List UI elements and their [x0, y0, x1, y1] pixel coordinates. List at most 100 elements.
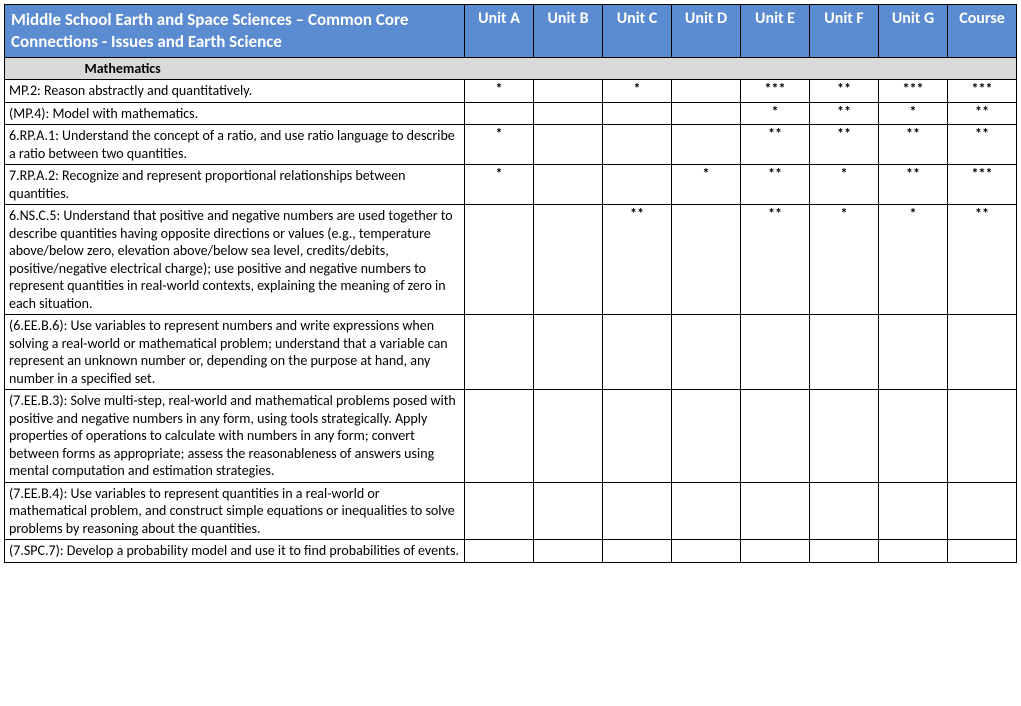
mark-cell: [603, 315, 672, 390]
mark-cell: [534, 125, 603, 165]
mark-cell: [879, 482, 948, 540]
mark-cell: [810, 540, 879, 563]
mark-cell: ***: [948, 80, 1017, 103]
standard-description: 6.NS.C.5: Understand that positive and n…: [5, 205, 465, 315]
col-unit-e: Unit E: [741, 5, 810, 58]
mark-cell: [741, 390, 810, 483]
mark-cell: *: [672, 165, 741, 205]
table-row: 6.NS.C.5: Understand that positive and n…: [5, 205, 1017, 315]
mark-cell: *: [879, 102, 948, 125]
mark-cell: [465, 102, 534, 125]
standard-description: (6.EE.B.6): Use variables to represent n…: [5, 315, 465, 390]
mark-cell: **: [879, 165, 948, 205]
mark-cell: [810, 390, 879, 483]
mark-cell: **: [741, 125, 810, 165]
mark-cell: [672, 125, 741, 165]
standards-table: Middle School Earth and Space Sciences –…: [4, 4, 1017, 563]
mark-cell: ***: [879, 80, 948, 103]
mark-cell: [810, 482, 879, 540]
mark-cell: [948, 482, 1017, 540]
mark-cell: [879, 315, 948, 390]
mark-cell: [534, 482, 603, 540]
mark-cell: [948, 540, 1017, 563]
table-row: (MP.4): Model with mathematics.******: [5, 102, 1017, 125]
mark-cell: *: [879, 205, 948, 315]
mark-cell: [534, 102, 603, 125]
mark-cell: [672, 540, 741, 563]
mark-cell: *: [741, 102, 810, 125]
mark-cell: ***: [741, 80, 810, 103]
mark-cell: [948, 315, 1017, 390]
standard-description: (MP.4): Model with mathematics.: [5, 102, 465, 125]
mark-cell: *: [465, 125, 534, 165]
mark-cell: [879, 390, 948, 483]
standard-description: 7.RP.A.2: Recognize and represent propor…: [5, 165, 465, 205]
col-unit-g: Unit G: [879, 5, 948, 58]
mark-cell: **: [741, 205, 810, 315]
table-row: (6.EE.B.6): Use variables to represent n…: [5, 315, 1017, 390]
mark-cell: **: [810, 125, 879, 165]
mark-cell: [603, 125, 672, 165]
mark-cell: **: [810, 102, 879, 125]
section-indent: [5, 58, 77, 80]
mark-cell: **: [741, 165, 810, 205]
mark-cell: [948, 390, 1017, 483]
table-row: (7.EE.B.3): Solve multi-step, real-world…: [5, 390, 1017, 483]
mark-cell: [672, 205, 741, 315]
mark-cell: **: [948, 205, 1017, 315]
mark-cell: [672, 482, 741, 540]
mark-cell: [672, 390, 741, 483]
standard-description: MP.2: Reason abstractly and quantitative…: [5, 80, 465, 103]
mark-cell: [603, 102, 672, 125]
mark-cell: [672, 80, 741, 103]
mark-cell: [534, 165, 603, 205]
mark-cell: [534, 540, 603, 563]
mark-cell: ***: [948, 165, 1017, 205]
table-row: 7.RP.A.2: Recognize and represent propor…: [5, 165, 1017, 205]
mark-cell: [465, 390, 534, 483]
col-unit-b: Unit B: [534, 5, 603, 58]
mark-cell: **: [603, 205, 672, 315]
col-unit-f: Unit F: [810, 5, 879, 58]
mark-cell: [534, 205, 603, 315]
mark-cell: **: [810, 80, 879, 103]
mark-cell: [879, 540, 948, 563]
mark-cell: [741, 540, 810, 563]
col-unit-a: Unit A: [465, 5, 534, 58]
mark-cell: *: [465, 80, 534, 103]
mark-cell: *: [810, 205, 879, 315]
mark-cell: [603, 540, 672, 563]
mark-cell: [603, 165, 672, 205]
section-row: Mathematics: [5, 58, 1017, 80]
mark-cell: [534, 390, 603, 483]
mark-cell: [603, 390, 672, 483]
mark-cell: **: [948, 125, 1017, 165]
mark-cell: [672, 315, 741, 390]
standard-description: (7.SPC.7): Develop a probability model a…: [5, 540, 465, 563]
mark-cell: [465, 205, 534, 315]
table-title: Middle School Earth and Space Sciences –…: [5, 5, 465, 58]
table-row: 6.RP.A.1: Understand the concept of a ra…: [5, 125, 1017, 165]
mark-cell: [603, 482, 672, 540]
table-row: MP.2: Reason abstractly and quantitative…: [5, 80, 1017, 103]
header-row: Middle School Earth and Space Sciences –…: [5, 5, 1017, 58]
mark-cell: [465, 315, 534, 390]
mark-cell: [741, 315, 810, 390]
mark-cell: *: [810, 165, 879, 205]
table-row: (7.EE.B.4): Use variables to represent q…: [5, 482, 1017, 540]
mark-cell: [672, 102, 741, 125]
mark-cell: [534, 80, 603, 103]
mark-cell: [534, 315, 603, 390]
table-row: (7.SPC.7): Develop a probability model a…: [5, 540, 1017, 563]
mark-cell: [465, 540, 534, 563]
mark-cell: [810, 315, 879, 390]
mark-cell: [465, 482, 534, 540]
standard-description: (7.EE.B.3): Solve multi-step, real-world…: [5, 390, 465, 483]
col-unit-c: Unit C: [603, 5, 672, 58]
mark-cell: **: [879, 125, 948, 165]
mark-cell: *: [465, 165, 534, 205]
standard-description: 6.RP.A.1: Understand the concept of a ra…: [5, 125, 465, 165]
mark-cell: [741, 482, 810, 540]
col-unit-d: Unit D: [672, 5, 741, 58]
col-course: Course: [948, 5, 1017, 58]
